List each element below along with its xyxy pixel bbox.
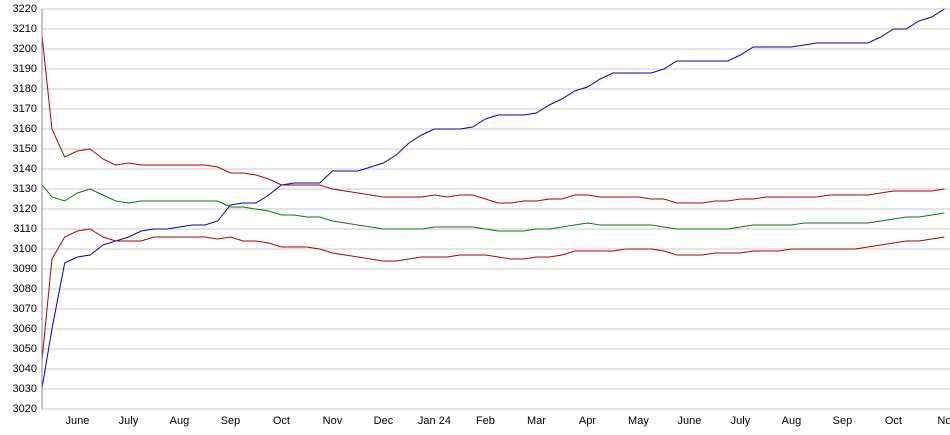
y-tick-label: 3040 bbox=[13, 363, 37, 375]
x-tick-label: Sep bbox=[221, 415, 241, 427]
x-tick-label: July bbox=[119, 415, 139, 427]
y-tick-label: 3060 bbox=[13, 323, 37, 335]
series-line bbox=[42, 228, 945, 366]
y-tick-label: 3200 bbox=[13, 43, 37, 55]
y-tick-label: 3100 bbox=[13, 243, 37, 255]
series-line bbox=[42, 183, 945, 232]
y-tick-label: 3080 bbox=[13, 283, 37, 295]
x-tick-label: Aug bbox=[170, 415, 190, 427]
x-tick-label: Oct bbox=[273, 415, 290, 427]
labels: 3020 3030 3040 3050 3060 3070 3080 3090 3100 3110… bbox=[13, 3, 950, 427]
y-tick-label: 3130 bbox=[13, 183, 37, 195]
grid bbox=[42, 8, 950, 410]
y-tick-label: 3050 bbox=[13, 343, 37, 355]
y-tick-label: 3140 bbox=[13, 163, 37, 175]
series-line bbox=[42, 8, 945, 392]
y-tick-label: 3210 bbox=[13, 23, 37, 35]
x-tick-label: No bbox=[937, 415, 950, 427]
y-tick-label: 3090 bbox=[13, 263, 37, 275]
x-tick-label: Sep bbox=[833, 415, 853, 427]
x-tick-label: Nov bbox=[323, 415, 343, 427]
y-tick-label: 3220 bbox=[13, 3, 37, 15]
x-tick-label: June bbox=[678, 415, 702, 427]
y-tick-label: 3070 bbox=[13, 303, 37, 315]
y-tick-label: 3110 bbox=[13, 223, 37, 235]
x-tick-label: Dec bbox=[374, 415, 394, 427]
x-tick-label: May bbox=[628, 415, 649, 427]
x-tick-label: Oct bbox=[885, 415, 902, 427]
y-tick-label: 3120 bbox=[13, 203, 37, 215]
y-tick-label: 3030 bbox=[13, 383, 37, 395]
y-tick-label: 3170 bbox=[13, 103, 37, 115]
x-tick-label: June bbox=[66, 415, 90, 427]
y-tick-label: 3150 bbox=[13, 143, 37, 155]
x-tick-label: Feb bbox=[476, 415, 495, 427]
x-tick-label: Apr bbox=[579, 415, 596, 427]
y-tick-label: 3160 bbox=[13, 123, 37, 135]
x-tick-label: Jan 24 bbox=[418, 415, 451, 427]
x-tick-label: Aug bbox=[782, 415, 802, 427]
series-line bbox=[42, 30, 945, 204]
plot-area bbox=[42, 8, 945, 392]
x-tick-label: July bbox=[731, 415, 751, 427]
y-tick-label: 3180 bbox=[13, 83, 37, 95]
y-tick-label: 3190 bbox=[13, 63, 37, 75]
x-tick-label: Mar bbox=[527, 415, 546, 427]
y-tick-label: 3020 bbox=[13, 403, 37, 415]
